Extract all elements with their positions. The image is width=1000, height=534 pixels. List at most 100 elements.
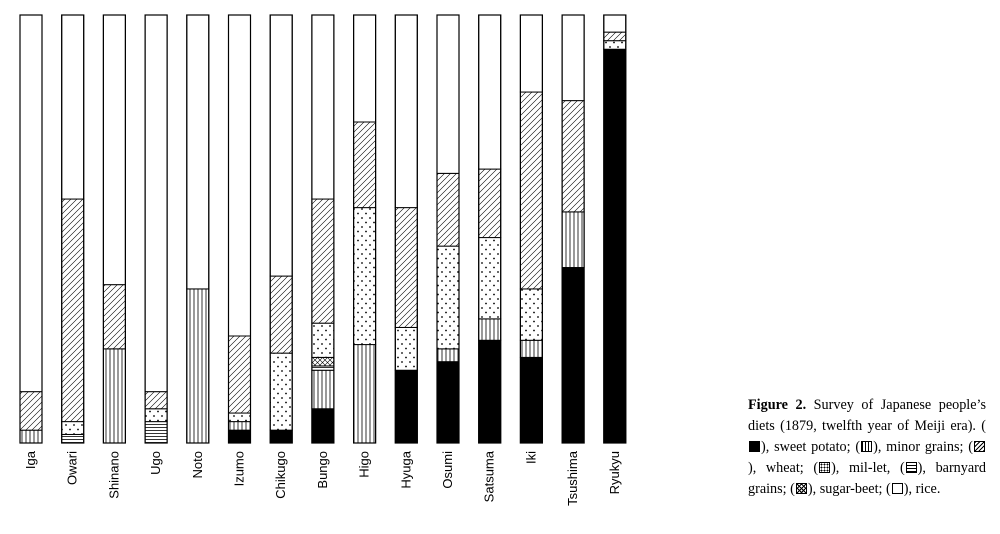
bar-outline-bungo xyxy=(311,14,335,444)
bar-outline-noto xyxy=(186,14,210,444)
bar-segment-bungo-sugar-beet xyxy=(311,356,335,367)
bar-segment-shinano-rice xyxy=(102,14,126,286)
bar-segment-iki-millet xyxy=(519,288,543,341)
bar-segment-osumi-rice xyxy=(436,14,460,174)
caption-label: Figure 2. xyxy=(748,397,807,413)
bar-segment-noto-minor-grains xyxy=(186,288,210,444)
bar-segment-izumo-wheat xyxy=(228,335,251,414)
bar-segment-owari-rice xyxy=(61,14,85,200)
tick-label-higo: Higo xyxy=(357,451,372,478)
bar-segment-osumi-wheat xyxy=(436,172,460,247)
tick-label-ugo: Ugo xyxy=(148,451,163,475)
bar-segment-chikugo-rice xyxy=(269,14,293,277)
bar-segment-tsushima-sweet-potato xyxy=(561,267,585,444)
bar-segment-satsuma-sweet-potato xyxy=(478,339,502,444)
bar-outline-ryukyu xyxy=(603,14,627,444)
bar-segment-satsuma-wheat xyxy=(478,168,502,239)
legend-entry-none: (), rice. xyxy=(882,481,941,497)
bar-outline-iki xyxy=(519,14,544,444)
legend-swatch-none xyxy=(891,483,903,494)
bar-segment-osumi-sweet-potato xyxy=(436,361,460,444)
bar-segment-bungo-millet xyxy=(311,322,335,358)
legend-swatch-solid xyxy=(749,441,760,452)
tick-label-bungo: Bungo xyxy=(315,451,330,489)
bar-segment-higo-rice xyxy=(353,14,377,123)
bar-outline-tsushima xyxy=(561,14,585,444)
category-labels-group: Iga Owari Shinano Ugo Noto Izumo Chikugo Bungo H… xyxy=(23,450,622,506)
bar-segment-izumo-rice xyxy=(228,14,251,337)
tick-label-osumi: Osumi xyxy=(440,451,455,489)
bar-segment-iki-minor-grains xyxy=(519,339,543,358)
bar-segment-ugo-rice xyxy=(144,14,168,393)
legend-text-crosshatch: , sugar-beet; xyxy=(812,481,883,497)
bar-segment-iki-rice xyxy=(519,14,543,93)
bar-segment-chikugo-wheat xyxy=(269,275,293,354)
bar-segment-tsushima-wheat xyxy=(561,100,585,213)
legend-entry-vertical: (), minor grains; xyxy=(850,439,964,455)
bar-outline-izumo xyxy=(227,14,252,444)
bar-outline-iga xyxy=(19,14,43,444)
bar-segment-tsushima-rice xyxy=(561,14,585,102)
bar-segment-noto-rice xyxy=(186,14,210,290)
tick-label-satsuma: Satsuma xyxy=(482,450,497,502)
legend-entry-diagonal: (), wheat; xyxy=(748,439,986,476)
bar-outline-ugo xyxy=(144,14,168,444)
tick-label-iga: Iga xyxy=(23,450,38,469)
bar-outline-higo xyxy=(353,14,377,444)
bar-segment-ryukyu-millet xyxy=(603,40,627,50)
bar-segment-iki-wheat xyxy=(519,91,543,290)
bar-segment-bungo-barnyard-grains xyxy=(311,365,335,371)
legend-text-vertical: , minor grains; xyxy=(877,439,964,455)
tick-label-owari: Owari xyxy=(65,451,80,485)
tick-label-noto: Noto xyxy=(190,451,205,478)
legend-entry-solid: (), sweet potato; xyxy=(748,418,986,455)
bar-segment-iga-minor-grains xyxy=(19,429,43,444)
tick-label-hyuga: Hyuga xyxy=(398,450,413,488)
bar-segment-izumo-minor-grains xyxy=(228,421,251,431)
bar-segment-hyuga-millet xyxy=(394,326,418,371)
bars-group xyxy=(19,14,627,444)
bar-outline-satsuma xyxy=(478,14,502,444)
bar-segment-chikugo-millet xyxy=(269,352,293,431)
bar-segment-osumi-millet xyxy=(436,245,460,350)
stacked-bar-chart: Iga Owari Shinano Ugo Noto Izumo Chikugo Bungo H… xyxy=(19,14,627,506)
legend-text-solid: , sweet potato; xyxy=(765,439,851,455)
bar-segment-ryukyu-rice xyxy=(603,14,627,33)
bar-segment-bungo-rice xyxy=(311,14,335,200)
legend-swatch-vertical xyxy=(861,441,873,452)
caption-legend: (), sweet potato; (), minor grains; (), … xyxy=(748,418,986,497)
bar-segment-ugo-wheat xyxy=(144,391,168,410)
tick-label-iki: Iki xyxy=(523,451,538,464)
bar-segment-shinano-wheat xyxy=(102,284,126,350)
bar-segment-ugo-barnyard-grains xyxy=(144,421,168,444)
legend-swatch-horizontal xyxy=(905,462,917,473)
bar-segment-ryukyu-sweet-potato xyxy=(603,48,627,444)
bar-segment-higo-minor-grains xyxy=(353,344,377,444)
legend-swatch-dots xyxy=(819,462,831,473)
bar-outline-owari xyxy=(61,14,85,444)
figure-caption: Figure 2. Survey of Japanese people’s di… xyxy=(748,395,986,500)
bar-segment-hyuga-rice xyxy=(394,14,418,209)
bar-segment-bungo-wheat xyxy=(311,198,335,324)
bar-segment-higo-wheat xyxy=(353,121,377,209)
bar-segment-bungo-minor-grains xyxy=(311,369,335,410)
bar-segment-shinano-minor-grains xyxy=(102,348,126,444)
caption-text: Survey of Japanese people’s diets (1879,… xyxy=(748,397,987,434)
bar-segment-owari-barnyard-grains xyxy=(61,433,85,444)
tick-label-shinano: Shinano xyxy=(106,451,121,499)
bar-segment-satsuma-minor-grains xyxy=(478,318,502,341)
bar-segment-ugo-millet xyxy=(144,408,168,423)
tick-label-tsushima: Tsushima xyxy=(565,450,580,506)
bar-segment-iga-wheat xyxy=(19,391,43,431)
tick-label-ryukyu: Ryukyu xyxy=(607,451,622,494)
bar-outline-osumi xyxy=(436,14,460,444)
bar-segment-satsuma-rice xyxy=(478,14,502,170)
bar-segment-owari-millet xyxy=(61,421,85,435)
legend-text-dots: , mil-let, xyxy=(835,460,891,476)
bar-segment-hyuga-wheat xyxy=(394,207,418,328)
bar-segment-iga-rice xyxy=(19,14,43,393)
legend-entry-horizontal: (), barnyard grains; xyxy=(748,460,986,497)
bar-segment-owari-wheat xyxy=(61,198,85,423)
bar-segment-iki-sweet-potato xyxy=(519,356,543,444)
bar-segment-hyuga-sweet-potato xyxy=(394,369,418,444)
